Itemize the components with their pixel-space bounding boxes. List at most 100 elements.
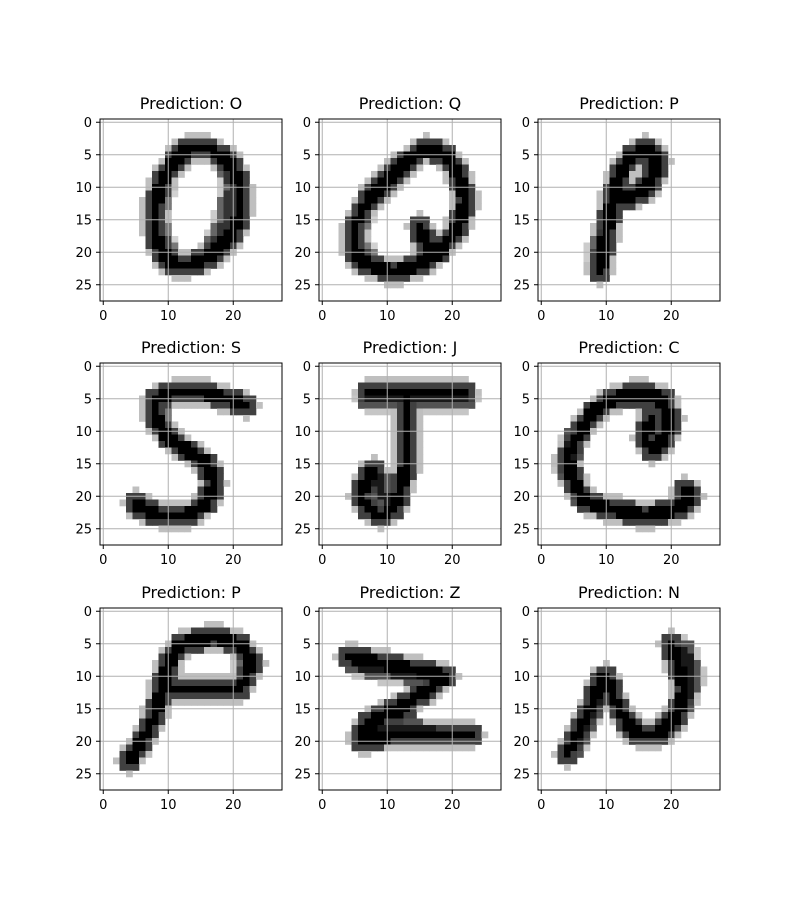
image-pixel [172,699,179,706]
image-pixel [146,204,153,211]
image-pixel [191,441,198,448]
image-pixel [623,712,630,719]
image-pixel [397,402,404,409]
image-pixel [584,441,591,448]
image-pixel [152,680,159,687]
image-pixel [191,467,198,474]
image-pixel [391,732,398,739]
image-pixel [185,680,192,687]
image-pixel [610,686,617,693]
image-pixel [404,480,411,487]
image-pixel [365,467,372,474]
image-pixel [642,158,649,165]
image-pixel [616,409,623,416]
image-pixel [417,409,424,416]
image-pixel [636,158,643,165]
image-pixel [423,680,430,687]
image-pixel [339,647,346,654]
image-pixel [159,513,166,520]
image-pixel [237,158,244,165]
image-pixel [250,654,257,661]
image-pixel [146,699,153,706]
subplot-4: 0 10 200510152025Prediction: S [75,338,282,568]
image-pixel [243,389,250,396]
image-pixel [191,262,198,269]
image-pixel [391,513,398,520]
image-pixel [410,480,417,487]
subplot-title: Prediction: J [363,338,458,357]
image-pixel [629,389,636,396]
image-pixel [642,197,649,204]
image-pixel [688,647,695,654]
image-pixel [649,725,656,732]
image-pixel [675,487,682,494]
image-pixel [701,667,708,674]
image-pixel [120,500,127,507]
image-pixel [217,145,224,152]
image-pixel [694,654,701,661]
image-pixel [688,693,695,700]
image-pixel [185,634,192,641]
image-pixel [694,480,701,487]
image-pixel [571,712,578,719]
image-pixel [417,693,424,700]
image-pixel [159,389,166,396]
y-tick-label: 0 [84,360,92,375]
image-pixel [172,191,179,198]
image-pixel [694,693,701,700]
image-pixel [681,415,688,422]
image-pixel [430,383,437,390]
y-tick-label: 0 [522,605,530,620]
x-tick-label: 0 [537,309,545,324]
image-pixel [610,223,617,230]
image-pixel [198,628,205,635]
image-pixel [616,210,623,217]
image-pixel [204,454,211,461]
image-pixel [436,680,443,687]
image-pixel [564,480,571,487]
image-pixel [616,732,623,739]
image-pixel [636,448,643,455]
image-pixel [178,275,185,282]
image-pixel [436,376,443,383]
image-pixel [436,693,443,700]
image-pixel [642,415,649,422]
image-pixel [443,686,450,693]
image-pixel [224,230,231,237]
image-pixel [152,435,159,442]
image-pixel [623,171,630,178]
image-pixel [224,389,231,396]
image-pixel [616,680,623,687]
image-pixel [694,680,701,687]
image-pixel [436,732,443,739]
image-pixel [185,256,192,263]
image-pixel [610,165,617,172]
image-pixel [204,383,211,390]
image-pixel [204,145,211,152]
image-pixel [172,243,179,250]
image-pixel [597,506,604,513]
image-pixel [675,422,682,429]
image-pixel [462,745,469,752]
image-pixel [352,269,359,276]
image-pixel [642,409,649,416]
image-pixel [172,275,179,282]
image-pixel [443,667,450,674]
image-pixel [198,158,205,165]
image-pixel [436,230,443,237]
image-pixel [655,745,662,752]
image-pixel [146,210,153,217]
image-pixel [577,474,584,481]
image-pixel [185,506,192,513]
image-pixel [237,178,244,185]
image-pixel [430,223,437,230]
image-pixel [217,680,224,687]
image-pixel [577,500,584,507]
image-pixel [352,667,359,674]
image-pixel [584,732,591,739]
image-pixel [404,454,411,461]
image-pixel [159,204,166,211]
image-pixel [152,171,159,178]
image-pixel [417,210,424,217]
image-pixel [172,686,179,693]
